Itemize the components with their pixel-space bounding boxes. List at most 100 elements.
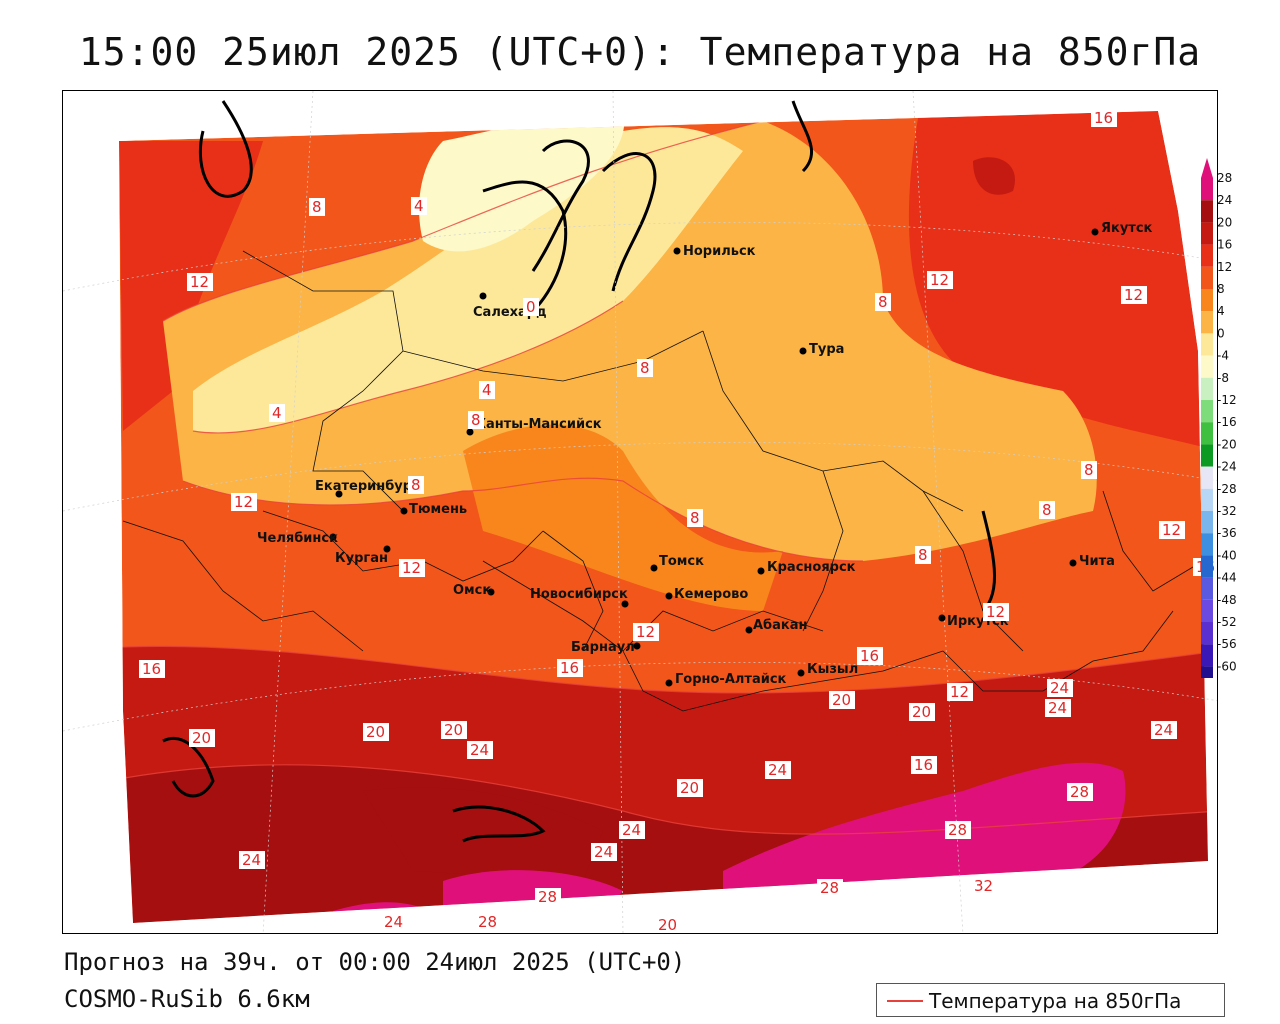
isotherm-label-box xyxy=(915,546,931,564)
city-norilsk[interactable]: Норильск xyxy=(673,244,756,259)
isotherm-label-box xyxy=(408,476,424,494)
svg-text:Курган: Курган xyxy=(335,551,388,566)
isotherm-label-box xyxy=(187,273,213,291)
scale-tick-label: -20 xyxy=(1217,437,1237,451)
scale-swatch xyxy=(1201,355,1213,378)
scale-tick-label: -40 xyxy=(1217,548,1237,562)
isotherm-label-box xyxy=(633,623,659,641)
isotherm-label: 24 xyxy=(242,851,261,869)
scale-tick-label: -24 xyxy=(1217,460,1237,474)
isotherm-label-box xyxy=(677,779,703,797)
isotherm-label: 8 xyxy=(690,509,700,527)
isotherm-label: 16 xyxy=(914,756,933,774)
scale-tick-label: -4 xyxy=(1217,349,1229,363)
isotherm-label: 4 xyxy=(482,381,492,399)
isotherm-label: 8 xyxy=(1042,501,1052,519)
svg-text:Чита: Чита xyxy=(1079,554,1115,569)
temperature-field xyxy=(119,111,1208,923)
isotherm-label: 24 xyxy=(1154,721,1173,739)
scale-tick-label: 0 xyxy=(1217,326,1225,340)
svg-text:Барнаул: Барнаул xyxy=(571,640,635,655)
city-chita[interactable]: Чита xyxy=(1069,554,1115,569)
city-gorno-altaysk[interactable]: Горно-Алтайск xyxy=(665,672,787,687)
scale-tick-label: 20 xyxy=(1217,215,1232,229)
city-kyzyl[interactable]: Кызыл xyxy=(797,662,859,677)
isotherm-label-box xyxy=(983,603,1009,621)
isotherm-label: 20 xyxy=(444,721,463,739)
isotherm-label: 8 xyxy=(878,293,888,311)
city-tyumen[interactable]: Тюмень xyxy=(400,502,468,517)
isotherm-label-box xyxy=(479,381,495,399)
city-kurgan[interactable]: Курган xyxy=(335,545,391,567)
svg-text:Горно-Алтайск: Горно-Алтайск xyxy=(675,672,787,687)
scale-swatch xyxy=(1201,577,1213,600)
isotherm-label: 28 xyxy=(1070,783,1089,801)
isotherm-label-box xyxy=(475,913,501,931)
scale-tick-label: 4 xyxy=(1217,304,1225,318)
city-novosibirsk[interactable]: Новосибирск xyxy=(530,587,629,608)
isotherm-label-box xyxy=(875,293,891,311)
isotherm-label-box xyxy=(139,660,165,678)
city-tura[interactable]: Тура xyxy=(799,342,845,357)
isotherm-label: 24 xyxy=(768,761,787,779)
scale-swatch xyxy=(1201,599,1213,622)
scale-tick-label: 24 xyxy=(1217,193,1232,207)
isotherm-label: 28 xyxy=(538,888,557,906)
isotherm-label: 32 xyxy=(974,877,993,895)
isotherm-label-box xyxy=(817,879,843,897)
isotherm-label: 16 xyxy=(1094,109,1113,127)
city-chelyabinsk[interactable]: Челябинск xyxy=(257,531,338,546)
isotherm-label: 28 xyxy=(948,821,967,839)
scale-tick-label: 16 xyxy=(1217,238,1232,252)
scale-swatch xyxy=(1201,244,1213,267)
scale-tick-label: -60 xyxy=(1217,659,1237,673)
scale-tick-label: -36 xyxy=(1217,526,1237,540)
isotherm-label: 12 xyxy=(1124,286,1143,304)
isotherm-label-box xyxy=(189,729,215,747)
forecast-map[interactable]: Норильск Якутск Салехард Тура Ханты-Манс… xyxy=(62,90,1218,934)
isotherm-label-box xyxy=(399,559,425,577)
svg-text:Абакан: Абакан xyxy=(753,618,808,633)
isotherm-label: 4 xyxy=(272,404,282,422)
city-tomsk[interactable]: Томск xyxy=(650,554,705,572)
scale-swatch xyxy=(1201,222,1213,245)
isotherm-label: 12 xyxy=(234,493,253,511)
city-yekaterinburg[interactable]: Екатеринбург xyxy=(315,479,419,498)
isotherm-label-box xyxy=(857,647,883,665)
city-kemerovo[interactable]: Кемерово xyxy=(665,587,749,602)
city-krasnoyarsk[interactable]: Красноярск xyxy=(757,560,856,575)
isotherm-label-box xyxy=(535,888,561,906)
map-title: 15:00 25июл 2025 (UTC+0): Температура на… xyxy=(78,30,1202,74)
svg-text:Кемерово: Кемерово xyxy=(674,587,748,602)
scale-swatch xyxy=(1201,266,1213,289)
city-omsk[interactable]: Омск xyxy=(453,583,495,598)
isotherm-label: 12 xyxy=(950,683,969,701)
isotherm-labels: 1612121288888888844401212121212121616161… xyxy=(139,109,1217,934)
isotherm-label-box xyxy=(231,493,257,511)
isotherm-label-box xyxy=(381,913,407,931)
scale-tick-label: 28 xyxy=(1217,171,1232,185)
scale-swatch xyxy=(1201,200,1213,223)
isotherm-label-box xyxy=(927,271,953,289)
isotherm-label-box xyxy=(1047,679,1073,697)
isotherm-label-box xyxy=(523,298,539,316)
isotherm-label-box xyxy=(363,723,389,741)
isotherm-label-box xyxy=(309,198,325,216)
isotherm-label: 24 xyxy=(1048,699,1067,717)
scale-tick-label: -48 xyxy=(1217,593,1237,607)
isotherm-label-box xyxy=(591,843,617,861)
isotherm-label-box xyxy=(269,404,285,422)
isotherm-label: 12 xyxy=(190,273,209,291)
scale-swatch xyxy=(1201,511,1213,534)
city-abakan[interactable]: Абакан xyxy=(745,618,808,634)
city-khanty-mansiysk[interactable]: Ханты-Мансийск xyxy=(466,417,602,436)
isotherm-label-box xyxy=(947,683,973,701)
city-yakutsk[interactable]: Якутск xyxy=(1091,221,1153,236)
isotherm-label: 20 xyxy=(658,916,677,934)
scale-swatch xyxy=(1201,422,1213,445)
city-barnaul[interactable]: Барнаул xyxy=(571,640,641,655)
isotherm-label: 12 xyxy=(1162,521,1181,539)
map-legend: Температура на 850гПа xyxy=(876,983,1225,1017)
svg-text:Омск: Омск xyxy=(453,583,491,598)
isotherm-label: 8 xyxy=(1084,461,1094,479)
